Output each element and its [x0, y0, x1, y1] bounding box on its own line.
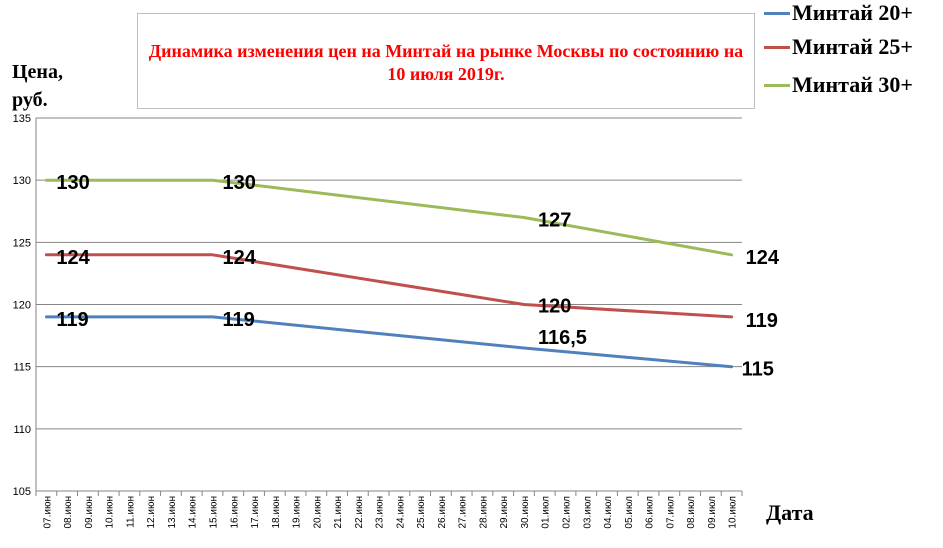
data-label: 119	[746, 310, 778, 332]
legend-swatch-25	[764, 46, 790, 49]
legend-item-20: Минтай 20+	[764, 0, 943, 28]
x-tick-label: 08.июн	[63, 496, 74, 529]
x-tick-label: 01.июл	[541, 496, 552, 529]
data-label: 124	[56, 247, 90, 269]
x-tick-label: 23.июн	[375, 496, 386, 529]
y-axis-label: Цена, руб.	[12, 61, 63, 111]
legend-label-20: Минтай 20+	[792, 0, 913, 25]
y-tick-label: 120	[13, 300, 31, 312]
x-tick-label: 24.июн	[395, 496, 406, 529]
data-label: 119	[56, 309, 88, 331]
x-tick-label: 16.июн	[229, 496, 240, 529]
x-tick-label: 14.июн	[188, 496, 199, 529]
x-tick-label: 09.июл	[707, 496, 718, 529]
x-tick-label: 04.июл	[603, 496, 614, 529]
x-tick-label: 22.июн	[354, 496, 365, 529]
legend-item-30: Минтай 30+	[764, 72, 943, 100]
x-tick-label: 29.июн	[499, 496, 510, 529]
x-tick-label: 09.июн	[84, 496, 95, 529]
legend-label-30: Минтай 30+	[792, 72, 913, 97]
legend-swatch-20	[764, 12, 790, 15]
y-tick-label: 110	[13, 424, 31, 436]
data-label: 119	[223, 309, 255, 331]
x-axis-label: Дата	[766, 500, 814, 525]
data-label: 130	[223, 172, 256, 194]
legend-item-25: Минтай 25+	[764, 34, 943, 62]
series-line-1	[44, 315, 734, 369]
series-line-3	[44, 178, 734, 257]
x-tick-label: 07.июл	[665, 496, 676, 529]
y-tick-label: 135	[13, 113, 31, 125]
x-tick-label: 05.июл	[624, 496, 635, 529]
chart-title: Динамика изменения цен на Минтай на рынк…	[148, 41, 744, 84]
data-label: 130	[56, 172, 89, 194]
data-label: 127	[538, 209, 571, 231]
x-tick-label: 07.июн	[42, 496, 53, 529]
x-tick-label: 10.июн	[105, 496, 116, 529]
data-label: 124	[746, 247, 780, 269]
data-label: 115	[742, 359, 774, 381]
x-tick-label: 10.июл	[728, 496, 739, 529]
data-label: 120	[538, 296, 571, 318]
x-tick-label: 26.июн	[437, 496, 448, 529]
x-tick-label: 15.июн	[209, 496, 220, 529]
data-label: 116,5	[538, 327, 587, 349]
x-tick-label: 19.июн	[292, 496, 303, 529]
legend-label-25: Минтай 25+	[792, 34, 913, 59]
data-label: 124	[223, 247, 257, 269]
x-tick-label: 06.июл	[645, 496, 656, 529]
x-tick-label: 08.июл	[686, 496, 697, 529]
chart-title-box: Динамика изменения цен на Минтай на рынк…	[137, 13, 755, 109]
x-tick-label: 12.июн	[146, 496, 157, 529]
y-tick-label: 115	[13, 362, 31, 374]
x-tick-label: 20.июн	[312, 496, 323, 529]
x-tick-label: 02.июл	[562, 496, 573, 529]
x-tick-label: 13.июн	[167, 496, 178, 529]
x-tick-label: 25.июн	[416, 496, 427, 529]
x-tick-label: 21.июн	[333, 496, 344, 529]
x-tick-label: 27.июн	[458, 496, 469, 529]
legend-swatch-30	[764, 84, 790, 87]
x-tick-label: 17.июн	[250, 496, 261, 529]
y-tick-label: 125	[13, 237, 31, 249]
series-line-2	[44, 253, 734, 319]
x-tick-label: 18.июн	[271, 496, 282, 529]
x-tick-label: 30.июн	[520, 496, 531, 529]
y-tick-label: 130	[13, 175, 31, 187]
x-tick-label: 03.июл	[582, 496, 593, 529]
x-tick-label: 28.июн	[478, 496, 489, 529]
y-tick-label: 105	[13, 486, 31, 498]
x-tick-label: 11.июн	[125, 496, 136, 528]
